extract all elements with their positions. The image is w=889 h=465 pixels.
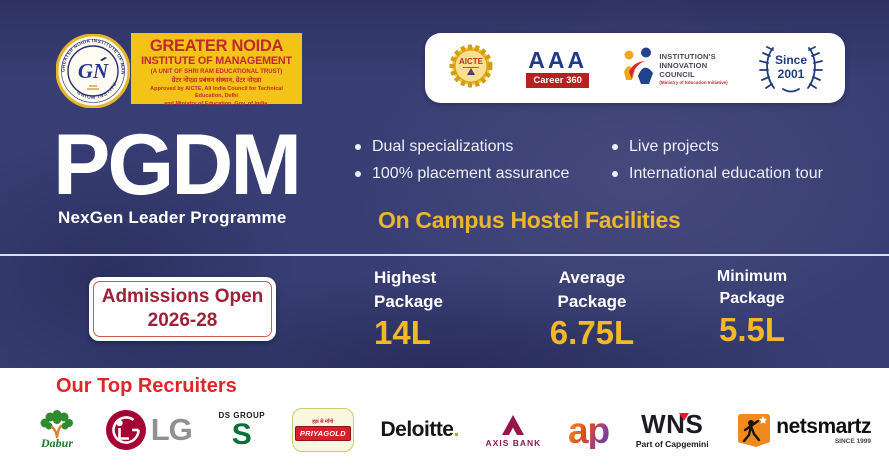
iic-subline: (Ministry of Education Initiative) bbox=[659, 79, 728, 85]
feature-label: 100% placement assurance bbox=[372, 165, 570, 182]
approval-line1: Approved by AICTE, All India Council for… bbox=[150, 86, 283, 100]
deloitte-green-dot-icon: . bbox=[453, 418, 460, 441]
package-label: Average bbox=[558, 268, 626, 287]
package-minimum: Minimum Package 5.5L bbox=[672, 266, 832, 348]
axis-bank-label: AXIS BANK bbox=[485, 437, 542, 448]
dabur-tree-icon bbox=[40, 409, 73, 438]
since-line1: Since bbox=[774, 53, 807, 68]
bullet-icon bbox=[612, 171, 618, 177]
netsmartz-label: netsmartz bbox=[776, 414, 871, 438]
recruiter-logos-row: Dabur LG DS GROUP S हक़ से माँगो PRIYAGO… bbox=[36, 400, 871, 460]
bullet-icon bbox=[355, 144, 361, 150]
priyagold-logo: हक़ से माँगो PRIYAGOLD bbox=[291, 408, 354, 452]
recruiters-heading: Our Top Recruiters bbox=[56, 375, 237, 397]
bullet-icon bbox=[612, 144, 618, 150]
deloitte-logo: Deloitte. bbox=[380, 418, 460, 442]
institute-name-hindi: ग्रेटर नोएडा प्रबंधन संस्थान, ग्रेटर नोए… bbox=[171, 76, 262, 84]
aicte-label: AICTE bbox=[459, 57, 484, 66]
hero-background: GREATER NOIDA INSTITUTE OF MANAGEMENT GN… bbox=[0, 0, 889, 368]
dabur-label: Dabur bbox=[40, 435, 73, 450]
iic-logo-icon bbox=[620, 46, 654, 91]
wns-label: WNS bbox=[641, 409, 704, 439]
priyagold-label: PRIYAGOLD bbox=[294, 426, 351, 441]
ds-s-icon: S bbox=[231, 417, 252, 451]
career360-rating: AAA Career 360 bbox=[526, 46, 589, 88]
iic-line3: COUNCIL bbox=[659, 69, 695, 79]
lg-logo: LG bbox=[105, 409, 193, 451]
netsmartz-subtext: SINCE 1999 bbox=[834, 437, 871, 445]
feature-item: Live projects bbox=[612, 138, 823, 156]
feature-list-left: Dual specializations 100% placement assu… bbox=[355, 138, 569, 183]
feature-label: Live projects bbox=[629, 138, 719, 155]
package-label: Highest bbox=[374, 268, 437, 287]
package-average: Average Package 6.75L bbox=[512, 266, 672, 351]
since-line2: 2001 bbox=[777, 67, 805, 81]
package-value: 5.5L bbox=[718, 310, 786, 348]
institute-name-line2: INSTITUTE OF MANAGEMENT bbox=[141, 55, 292, 68]
program-title: PGDM bbox=[53, 117, 302, 213]
package-highest: Highest Package 14L bbox=[374, 266, 534, 351]
axis-bank-logo: AXIS BANK bbox=[486, 413, 542, 448]
program-subtitle: NexGen Leader Programme bbox=[58, 208, 287, 227]
trust-line: (A UNIT OF SHRI RAM EDUCATIONAL TRUST) bbox=[150, 68, 283, 75]
ds-group-logo: DS GROUP S bbox=[218, 411, 265, 450]
package-label: Minimum bbox=[716, 268, 788, 285]
lg-label: LG bbox=[150, 412, 193, 447]
feature-list-right: Live projects International education to… bbox=[612, 138, 823, 183]
iic-line2: INNOVATION bbox=[659, 60, 708, 70]
bullet-icon bbox=[355, 171, 361, 177]
aicte-logo-icon: AICTE bbox=[447, 42, 495, 95]
accreditations-card: AICTE AAA Career 360 bbox=[425, 33, 845, 103]
package-label: Package bbox=[557, 291, 627, 311]
feature-item: International education tour bbox=[612, 165, 823, 183]
package-value: 6.75L bbox=[549, 313, 635, 351]
divider bbox=[0, 254, 889, 256]
priyagold-tagline: हक़ से माँगो bbox=[312, 419, 334, 425]
feature-item: 100% placement assurance bbox=[355, 165, 569, 183]
career360-badge: Career 360 bbox=[526, 72, 589, 88]
package-value: 14L bbox=[374, 313, 431, 351]
axis-triangle-icon bbox=[502, 414, 525, 435]
admissions-open-box: Admissions Open 2026-28 bbox=[89, 277, 276, 341]
lg-face-icon bbox=[105, 410, 146, 450]
netsmartz-badge-icon bbox=[738, 414, 771, 447]
netsmartz-logo: netsmartz SINCE 1999 bbox=[735, 411, 871, 449]
laurel-wreath-icon bbox=[759, 46, 823, 93]
feature-item: Dual specializations bbox=[355, 138, 569, 156]
package-label: Package bbox=[719, 290, 785, 308]
aaa-rating: AAA bbox=[528, 46, 588, 73]
iic-line1: INSTITUTION'S bbox=[659, 51, 716, 61]
wns-logo: WNS Part of Capgemini bbox=[636, 411, 709, 449]
since-2001-emblem: Since 2001 bbox=[759, 43, 823, 93]
admissions-line2: 2026-28 bbox=[147, 310, 218, 331]
seal-monogram: GN bbox=[78, 59, 109, 83]
iic-block: INSTITUTION'S INNOVATION COUNCIL (Minist… bbox=[620, 46, 728, 91]
admissions-line1: Admissions Open bbox=[101, 286, 264, 308]
deloitte-label: Deloitte bbox=[380, 418, 454, 441]
feature-label: Dual specializations bbox=[372, 138, 514, 155]
approval-line2: and Ministry of Education, Gov. of India… bbox=[164, 101, 269, 108]
dabur-logo: Dabur bbox=[36, 409, 78, 451]
ds-group-label: DS GROUP bbox=[218, 410, 266, 420]
feature-label: International education tour bbox=[629, 165, 823, 182]
wns-subtext: Part of Capgemini bbox=[635, 439, 709, 449]
hostel-heading: On Campus Hostel Facilities bbox=[378, 207, 681, 233]
recruiters-strip: Our Top Recruiters Dabur bbox=[0, 368, 889, 465]
ap-logo: ap bbox=[567, 409, 610, 451]
institute-seal-icon: GREATER NOIDA INSTITUTE OF MANAGEMENT GN… bbox=[54, 30, 131, 109]
institute-name-banner: GREATER NOIDA INSTITUTE OF MANAGEMENT (A… bbox=[131, 33, 302, 107]
institute-name-line1: GREATER NOIDA bbox=[149, 37, 284, 55]
package-label: Package bbox=[374, 291, 443, 311]
